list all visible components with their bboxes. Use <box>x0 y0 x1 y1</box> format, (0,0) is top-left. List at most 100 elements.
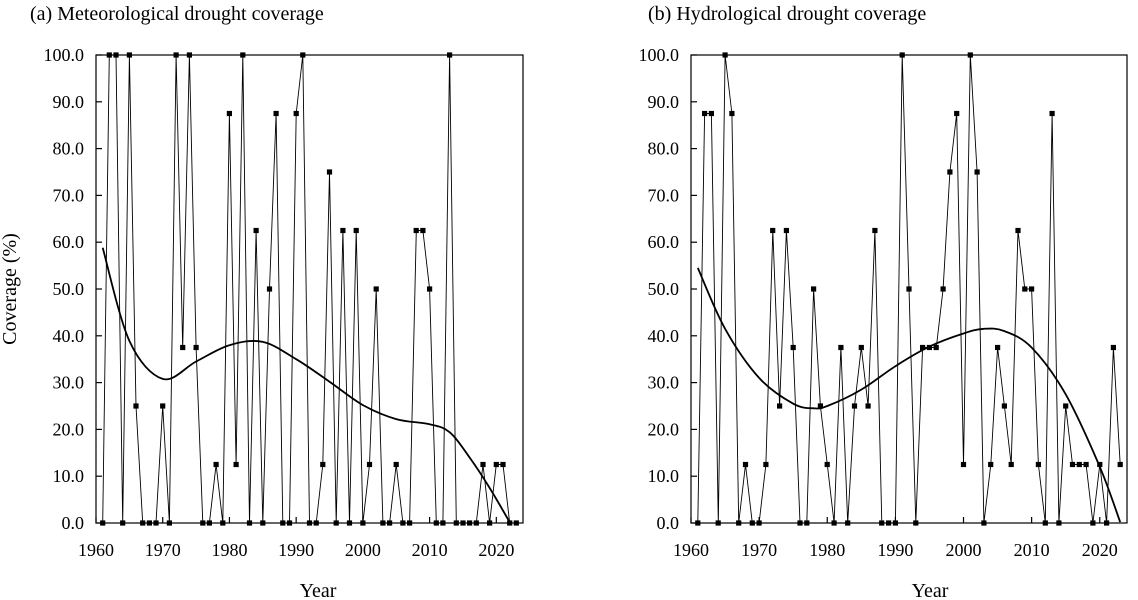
chart-1-data-point <box>858 344 864 351</box>
chart-0-data-point <box>106 52 112 58</box>
chart-1-x-axis-title: Year <box>912 580 949 600</box>
chart-0-x-tick-label: 2020 <box>478 540 514 560</box>
chart-1-data-point <box>783 227 789 234</box>
chart-1-data-point <box>988 461 994 468</box>
chart-1-data-point <box>715 520 721 526</box>
chart-0-data-point <box>353 227 359 234</box>
chart-0-data-point <box>266 286 273 292</box>
chart-0-data-point <box>180 344 186 351</box>
chart-0-data-point <box>407 520 413 526</box>
chart-0-y-tick-label: 0.0 <box>62 513 85 533</box>
chart-0-data-point <box>507 520 513 526</box>
chart-0-data-point <box>500 461 506 468</box>
chart-1-data-point <box>1110 344 1116 351</box>
chart-1-x-tick-label: 1980 <box>809 540 845 560</box>
chart-0-data-point <box>340 227 346 234</box>
chart-1-data-point <box>851 403 858 409</box>
chart-1-data-point <box>695 520 701 526</box>
chart-0-data-point <box>280 520 286 526</box>
chart-1-data-point <box>1056 520 1062 526</box>
chart-0-data-point <box>326 169 333 175</box>
chart-1-data-point <box>702 110 708 117</box>
chart-1-y-tick-label: 70.0 <box>648 185 680 205</box>
chart-0-y-tick-label: 30.0 <box>53 373 85 393</box>
chart-1-data-point <box>742 461 749 468</box>
chart-0-data-point <box>513 520 519 526</box>
chart-1-data-point <box>940 286 946 292</box>
chart-1-data-point <box>1029 286 1035 292</box>
chart-0-data-point <box>153 520 159 526</box>
chart-1-data-point <box>1090 520 1096 526</box>
chart-1-data-point <box>872 227 878 234</box>
chart-1-data-point <box>892 520 898 526</box>
chart-1-data-point <box>838 344 844 351</box>
chart-1-data-point <box>913 520 919 526</box>
chart-0-data-point <box>346 520 353 526</box>
chart-0-data-point <box>140 520 146 526</box>
chart-1-data-point <box>886 520 892 526</box>
chart-1-x-tick-label: 1990 <box>877 540 913 560</box>
chart-1-data-point <box>947 169 953 175</box>
chart-0-data-point <box>146 520 152 526</box>
chart-1-data-point <box>933 344 939 351</box>
chart-1-data-point <box>1049 110 1055 117</box>
chart-1-data-point <box>1083 461 1089 468</box>
chart-1-data-point <box>981 520 987 526</box>
chart-1-x-tick-label: 2000 <box>946 540 982 560</box>
chart-1-data-point <box>1035 461 1041 468</box>
chart-1-data-point <box>1117 461 1123 468</box>
chart-1-data-point <box>1008 461 1014 468</box>
panel-meteorological: (a) Meteorological drought coverage 0.0 10… <box>0 3 524 600</box>
chart-1-data-point <box>749 520 755 526</box>
chart-0-data-point <box>213 461 219 468</box>
chart-1-data-point <box>831 520 837 526</box>
chart-1-trend-curve <box>696 267 1122 523</box>
chart-1-data-point <box>1001 403 1007 409</box>
chart-0-trend-curve <box>101 247 511 523</box>
chart-1-data-point <box>865 403 871 409</box>
chart-0-y-tick-label: 100.0 <box>44 45 85 65</box>
chart-1-data-point <box>1063 403 1069 409</box>
chart-1-data-point <box>845 520 851 526</box>
chart-1-x-tick-label: 1970 <box>741 540 777 560</box>
chart-1-data-point <box>804 520 810 526</box>
chart-0-data-point <box>206 520 212 526</box>
chart-1-data-point <box>920 344 926 351</box>
chart-0-data-point <box>260 520 266 526</box>
chart-0-data-point <box>113 52 119 58</box>
chart-1-data-point <box>770 227 776 234</box>
chart-0-y-tick-label: 70.0 <box>53 185 85 205</box>
chart-0-y-tick-label: 20.0 <box>53 419 85 439</box>
chart-1-data-point <box>906 286 912 292</box>
chart-1-data-point <box>729 110 735 117</box>
chart-1-y-tick-label: 10.0 <box>648 466 680 486</box>
chart-1-data-point <box>1022 286 1028 292</box>
chart-0-x-tick-label: 1970 <box>145 540 181 560</box>
panel-hydrological: (b) Hydrological drought coverage 0.0 10.0… <box>639 3 1128 600</box>
chart-0-data-point <box>273 110 279 117</box>
chart-0-data-point <box>427 286 433 292</box>
chart-0-data-point <box>246 520 253 526</box>
chart-1-title: (b) Hydrological drought coverage <box>648 3 926 25</box>
chart-1-y-tick-label: 50.0 <box>648 279 680 299</box>
chart-1-data-point <box>1104 520 1110 526</box>
chart-0-data-point <box>100 520 106 526</box>
chart-1-y-tick-label: 100.0 <box>639 45 680 65</box>
chart-1-x-tick-label: 2010 <box>1014 540 1050 560</box>
chart-0-y-tick-label: 60.0 <box>53 232 85 252</box>
chart-1-data-point <box>763 461 769 468</box>
chart-0-data-point <box>313 520 319 526</box>
chart-0-data-point <box>220 520 226 526</box>
chart-1-y-tick-label: 80.0 <box>648 139 680 159</box>
chart-0-data-point <box>306 520 313 526</box>
chart-1-data-point <box>811 286 817 292</box>
chart-0-y-tick-label: 80.0 <box>53 139 85 159</box>
chart-0-data-point <box>233 461 239 468</box>
chart-1-data-point <box>1076 461 1082 468</box>
chart-1-data-point <box>777 403 783 409</box>
chart-0-data-point <box>380 520 386 526</box>
chart-1-data-point <box>1042 520 1048 526</box>
chart-1-x-tick-label: 2020 <box>1082 540 1118 560</box>
chart-0-y-tick-label: 40.0 <box>53 326 85 346</box>
